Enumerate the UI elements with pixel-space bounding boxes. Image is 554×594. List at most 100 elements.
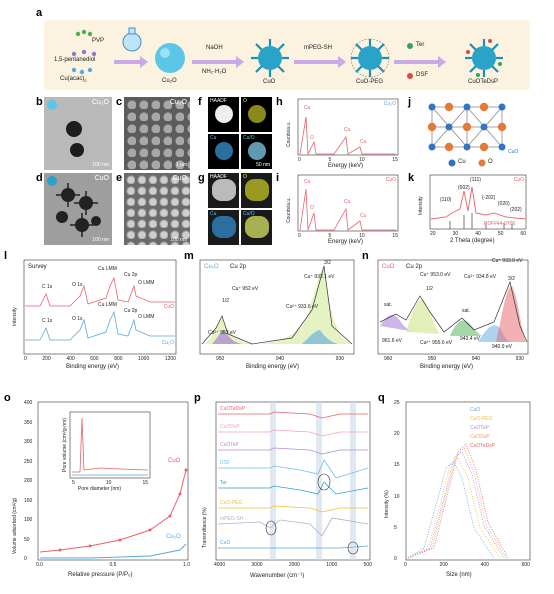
x-axis-label: Binding energy (eV) [420,364,474,370]
scale-bar: 1 μm [175,162,187,168]
reagent-pvp: PVP [92,38,105,44]
legend-cu: Cu [458,159,466,165]
panel-m-label: m [184,250,194,262]
y-axis-label: Counts/a.u. [286,121,292,147]
panel-c-label: c [116,96,123,108]
y-axis-label: Counts/a.u. [286,197,292,223]
xps-survey-chart: Survey Intensity C 1s O 1s Cu LMM Cu 2p … [10,256,182,374]
synthesis-scheme: PVP 1,5-pentanediol Cu(acac)2 NaOH NH₂·H… [44,20,530,90]
scheme-graphics [71,27,503,79]
series-tag-cu2o: Cu₂O [166,534,181,540]
peak-label: C 1s [42,284,53,290]
peak-annotation: Cu⁺ 933.0 eV [492,258,523,264]
peak-label: Cu [304,105,311,111]
y-axis-label: Volume adsorbed (cm³/g) [12,497,18,554]
peak-label: Cu LMM [98,266,117,272]
sem-image-cuo: CuO 100 nm [124,173,190,245]
peak-label: Cu [304,179,311,185]
x-ticks: 20 30 40 50 60 [430,231,526,237]
tem-image-cu2o: Cu₂O 100 nm [44,97,112,170]
x-ticks: 0 5 10 15 [298,157,398,163]
x-ticks: 0 5 10 15 [298,233,398,239]
product-cuo-peg: CuO-PEG [356,79,384,85]
o-label: O [243,174,247,180]
peak-label: Cu LMM [98,302,117,308]
xps-cu2p-cuo-chart: CuO Cu 2p 1/2 3/2 sat. Cu⁺ 953.0 eV Cu⁺ … [370,256,532,374]
peak-label: (110) [440,197,452,203]
series-tag: Cu₂O [383,101,396,107]
y-axis-label: Intensity [12,307,18,326]
panel-k-label: k [408,172,415,184]
haadf-label: HAADF [210,174,227,180]
peak-label: 1/2 [426,286,433,292]
peak-label: (002) [458,185,470,191]
panel-j-label: j [408,96,412,108]
peak-label: C 1s [42,318,53,324]
peak-label: Cu 2p [124,272,138,278]
chart-title: Cu 2p [406,264,423,270]
series-tag-cuo: CuO [168,458,181,464]
x-ticks: 950 940 930 [216,356,344,362]
panel-g-label: g [198,172,205,184]
peak-label: (-202) [482,195,496,201]
xps-cu2p-cu2o-chart: Cu₂O Cu 2p 1/2 3/2 Cu⁺ 932.1 eV Cu⁺ 952 … [192,256,360,374]
peak-annotation: Cu²⁺ 933.6 eV [286,304,319,310]
peak-label: 3/2 [324,260,331,266]
peak-label: 3/2 [508,276,515,282]
panel-o-label: o [4,392,11,404]
series-label: Ter [220,480,227,486]
crystal-tag: CuO [508,149,519,155]
step1-reagent: NaOH [206,45,223,51]
x-ticks: 0 200 400 600 [404,562,530,568]
eds-spectrum-cu2o: Counts/a.u. Cu O Cu Cu Cu₂O 0 5 10 15 Energ… [284,97,402,170]
series-label: CuOTeP [220,442,239,448]
peak-label: Cu [360,139,367,145]
scale-bar: 100 nm [170,237,187,243]
peak-label: Cu [344,127,351,133]
dls-size-chart: Intensity (%) 0 5 10 15 20 25 CuO CuO-PEG CuO… [384,398,534,588]
legend-item: CuOTeP [470,425,489,431]
y-axis-label: Transmittance (%) [202,507,208,548]
peak-label: 1/2 [222,298,229,304]
tag: Cu₂O [91,99,109,106]
x-ticks: 960 950 940 930 [384,356,524,362]
product-cu2o: Cu₂O [162,78,177,84]
inset-y-label: Pore volume (cm³/g·nm) [62,418,68,472]
legend-item: CuODsP [470,434,490,440]
scale-bar: 100 nm [92,237,109,243]
step3-reagent-dsf: DSF [416,72,428,78]
peak-label: O 1s [72,282,83,288]
series-tag: Cu₂O [204,264,219,270]
x-axis-label: Size (nm) [446,572,472,578]
scale-bar: 100 nm [92,162,109,168]
cuo-label: Cu/O [243,211,255,217]
peak-annotation: sat. [462,308,471,314]
x-axis-label: Binding energy (eV) [66,364,120,370]
sem-image-cu2o: Cu₂O 1 μm [124,97,190,170]
inset-x-label: Pore diameter (nm) [78,486,122,492]
step1-reagent-2: NH₂·H₂O [202,69,227,75]
series-label: CuO-PEG [220,500,243,506]
cuo-label: Cu/O [243,135,255,141]
series-tag-cu2o: Cu₂O [161,340,174,346]
panel-n-label: n [362,250,369,262]
series-tag-cuo: CuO [163,304,174,310]
tag: Cu₂O [169,99,187,106]
product-cuo: CuO [263,79,276,85]
eds-map-cuo: HAADF O Cu Cu/O [208,173,272,245]
peak-label: (202) [510,207,522,213]
x-axis-label: Energy (keV) [328,239,364,245]
panel-q-label: q [378,392,385,404]
peak-label: O LMM [138,314,155,320]
scale-bar: 50 nm [256,162,270,168]
o-label: O [243,98,247,104]
y-axis-label: Intensity (%) [384,490,390,518]
panel-l-label: l [4,250,8,262]
peak-label: Cu 2p [124,308,138,314]
series-tag: CuO [513,177,524,183]
x-ticks: 0.0 0.5 1.0 [36,562,190,568]
panel-d-label: d [36,172,43,184]
y-ticks: 0 50 100 150 200 250 300 350 400 [24,400,33,562]
xrd-pattern: Intensity CuO (110) (002) (111) (-202) (… [416,173,530,247]
tem-image-cuo: CuO 100 nm [44,173,112,245]
